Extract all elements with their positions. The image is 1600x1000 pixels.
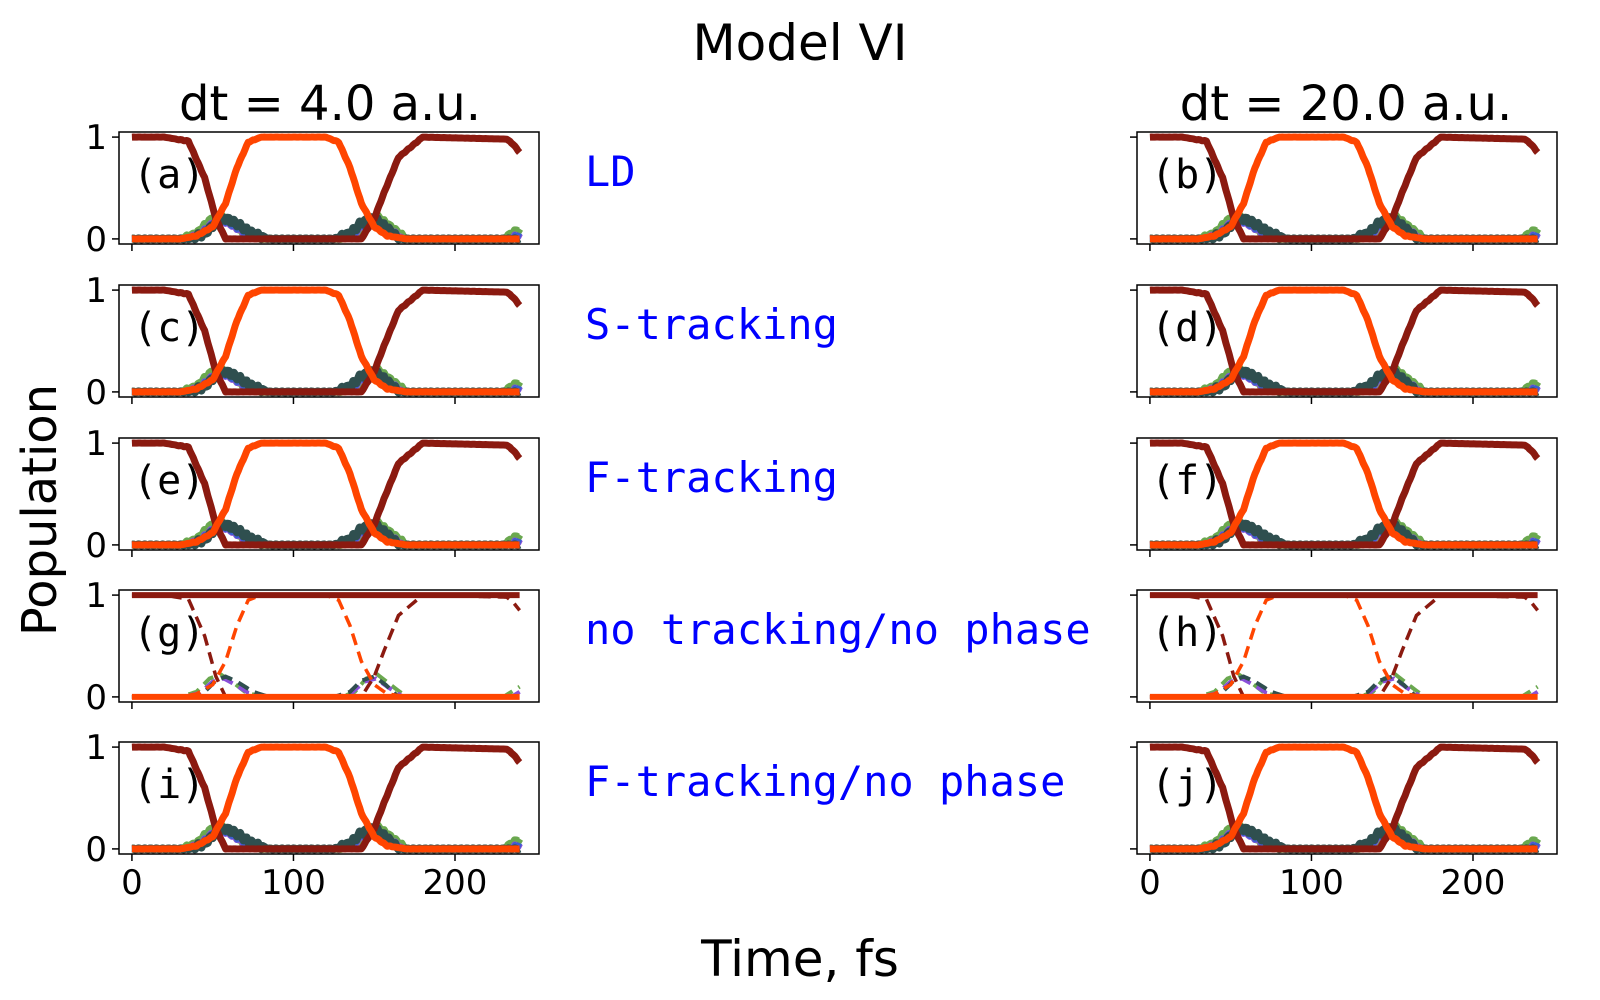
series-line-dark-red (1148, 286, 1541, 396)
panel-label: (d) (1151, 305, 1223, 351)
panel-f: (f) (1130, 437, 1558, 557)
series-line-dark-red (1148, 133, 1541, 243)
y-tick-label: 1 (85, 118, 107, 158)
x-tick-label: 200 (423, 863, 488, 903)
x-axis-label: Time, fs (701, 930, 899, 988)
panel-h: (h) (1130, 589, 1558, 709)
y-tick-label: 1 (85, 728, 107, 768)
panel-label: (g) (133, 610, 205, 656)
panel-label: (j) (1151, 762, 1223, 808)
panel-label: (c) (133, 305, 205, 351)
panel-c: 0 1 (c) (85, 271, 540, 413)
panel-frame (118, 741, 540, 855)
y-tick-label: 1 (85, 424, 107, 464)
panel-i: 0 1 0 100 200 (i) (85, 728, 540, 903)
panel-frame (118, 437, 540, 551)
y-tick-label: 0 (85, 220, 107, 260)
series-line-orange-red (1148, 286, 1540, 396)
y-tick-label: 1 (85, 576, 107, 616)
series-line-dark-red (1148, 439, 1541, 549)
panel-frame (118, 131, 540, 245)
method-label: S-tracking (585, 300, 838, 349)
panel-a: 0 1 (a) (85, 118, 540, 260)
x-tick-label: 0 (121, 863, 143, 903)
y-tick-label: 0 (85, 373, 107, 413)
panel-frame (1136, 284, 1558, 398)
series-line-orange-red (130, 439, 522, 549)
method-label: no tracking/no phase (585, 605, 1091, 654)
panel-label: (b) (1151, 152, 1223, 198)
panel-label: (f) (1151, 458, 1223, 504)
x-tick-label: 200 (1441, 863, 1506, 903)
panel-frame (118, 284, 540, 398)
y-tick-label: 0 (85, 678, 107, 718)
panel-b: (b) (1130, 131, 1558, 251)
column-title-right: dt = 20.0 a.u. (1179, 76, 1513, 132)
series-line-dark-red (130, 743, 523, 853)
series-line-dark-red (130, 439, 523, 549)
method-label: F-tracking (585, 453, 838, 502)
figure-title: Model VI (692, 14, 908, 72)
series-dashed-dark-red (131, 593, 521, 699)
x-tick-label: 0 (1139, 863, 1161, 903)
column-title-left: dt = 4.0 a.u. (179, 76, 481, 132)
series-line-orange-red (1148, 133, 1540, 243)
panel-label: (e) (133, 458, 205, 504)
series-line-orange-red (130, 743, 522, 853)
panel-frame (1136, 741, 1558, 855)
x-tick-label: 100 (261, 863, 326, 903)
series-line-dark-red (130, 286, 523, 396)
series-dashed-dark-red (1149, 593, 1539, 699)
panel-frame (1136, 131, 1558, 245)
y-tick-label: 1 (85, 271, 107, 311)
series-line-orange-red (1148, 743, 1540, 853)
panel-g: 0 1 (g) (85, 576, 540, 718)
panel-label: (h) (1151, 610, 1223, 656)
method-label: LD (585, 147, 636, 196)
series-line-orange-red (130, 133, 522, 243)
panel-frame (1136, 589, 1558, 703)
panel-label: (i) (133, 762, 205, 808)
y-tick-label: 0 (85, 526, 107, 566)
series-line-dark-red (130, 133, 523, 243)
panel-frame (1136, 437, 1558, 551)
series-line-dark-red (1148, 743, 1541, 853)
panel-e: 0 1 (e) (85, 424, 540, 566)
series-line-orange-red (1148, 439, 1540, 549)
panel-frame (118, 589, 540, 703)
x-tick-label: 100 (1279, 863, 1344, 903)
method-label: F-tracking/no phase (585, 757, 1065, 806)
panel-label: (a) (133, 152, 205, 198)
panel-j: 0 100 200 (j) (1130, 741, 1558, 903)
y-tick-label: 0 (85, 830, 107, 870)
panel-d: (d) (1130, 284, 1558, 404)
series-line-orange-red (130, 286, 522, 396)
